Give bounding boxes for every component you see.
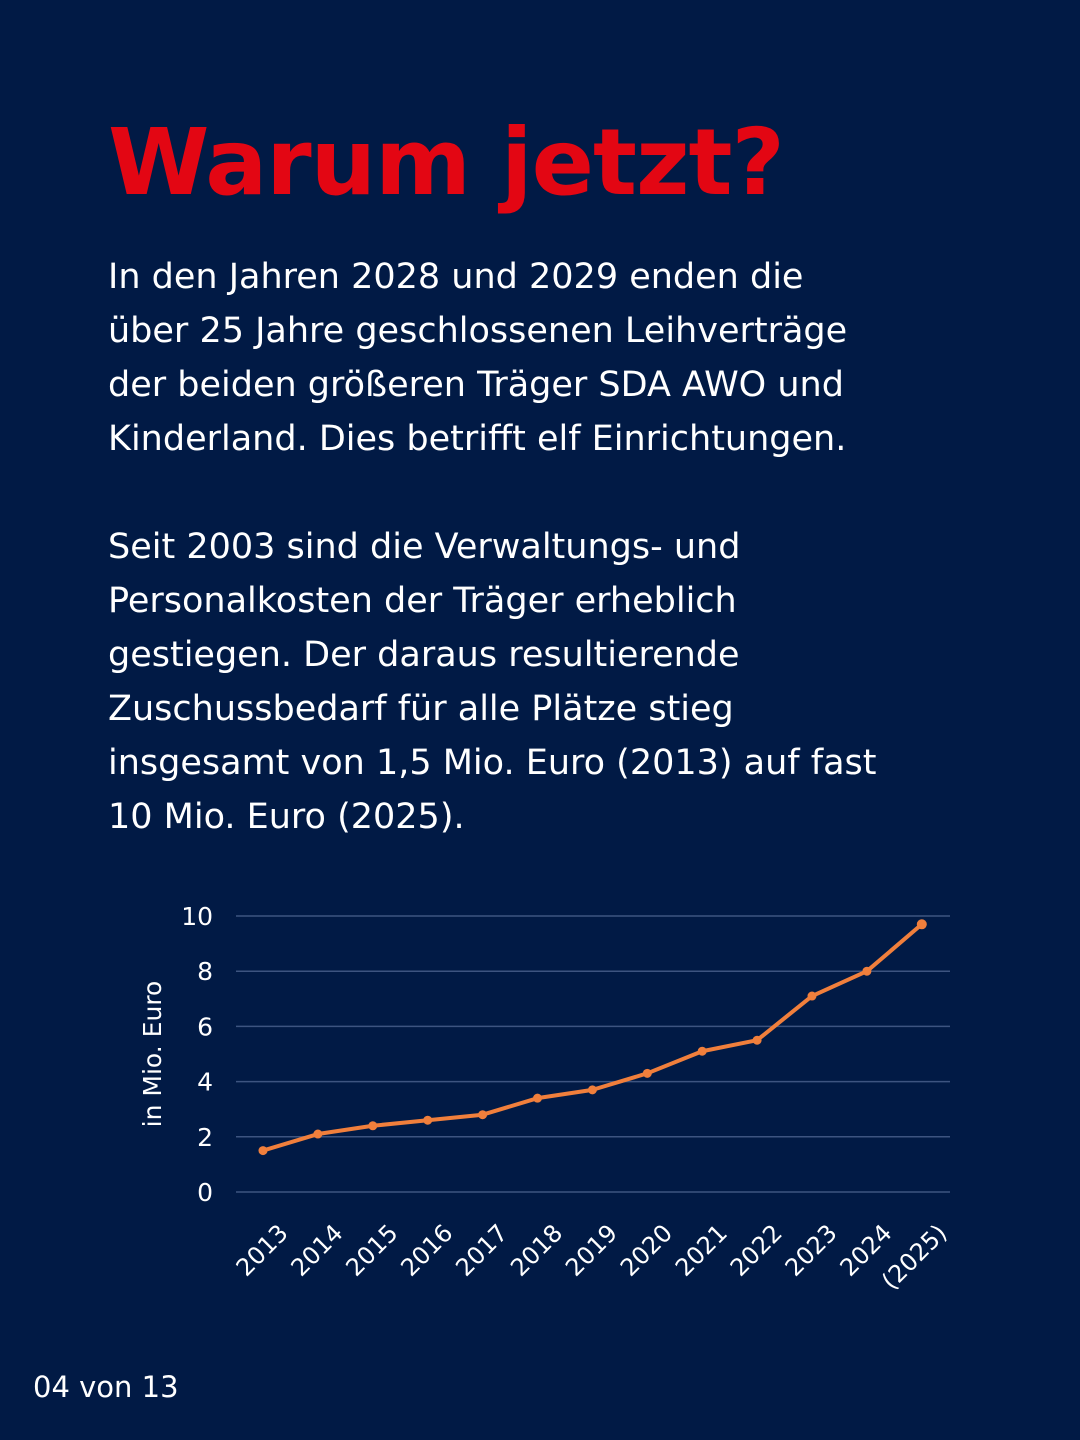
x-tick-label: 2014: [286, 1219, 349, 1282]
data-point: [478, 1110, 488, 1120]
paragraph-costs: Seit 2003 sind die Verwaltungs- und Pers…: [108, 520, 988, 844]
page-title: Warum jetzt?: [108, 109, 785, 216]
text-line: 10 Mio. Euro (2025).: [108, 797, 465, 837]
text-line: In den Jahren 2028 und 2029 enden die: [108, 257, 804, 297]
text-line: insgesamt von 1,5 Mio. Euro (2013) auf f…: [108, 743, 877, 783]
data-point: [916, 919, 927, 930]
y-tick-labels: 0 2 4 6 8 10: [181, 902, 213, 1207]
x-tick-label: 2018: [505, 1219, 568, 1282]
text-line: der beiden größeren Träger SDA AWO und: [108, 365, 844, 405]
x-tick-labels: 2013201420152016201720182019202020212022…: [231, 1219, 953, 1295]
gridlines: [236, 915, 950, 1193]
x-tick-label: 2020: [615, 1219, 678, 1282]
data-point: [368, 1121, 378, 1131]
paragraph-contracts: In den Jahren 2028 und 2029 enden die üb…: [108, 250, 988, 466]
data-point: [752, 1035, 762, 1045]
data-point: [258, 1146, 268, 1156]
data-point: [313, 1129, 323, 1139]
x-tick-label: 2016: [395, 1219, 458, 1282]
y-tick-label: 4: [197, 1068, 213, 1097]
x-tick-label: 2013: [231, 1219, 294, 1282]
text-line: Seit 2003 sind die Verwaltungs- und: [108, 527, 741, 567]
series-line: [262, 922, 924, 1153]
text-line: gestiegen. Der daraus resultierende: [108, 635, 740, 675]
data-point: [697, 1046, 707, 1056]
text-line: über 25 Jahre geschlossenen Leihverträge: [108, 311, 848, 351]
text-line: Zuschussbedarf für alle Plätze stieg: [108, 689, 734, 729]
y-tick-label: 6: [197, 1012, 213, 1041]
y-tick-label: 2: [197, 1123, 213, 1152]
text-line: Personalkosten der Träger erheblich: [108, 581, 737, 621]
x-tick-label: 2015: [340, 1219, 403, 1282]
page-counter: 04 von 13: [33, 1370, 179, 1404]
data-point: [807, 991, 817, 1001]
x-tick-label: 2021: [670, 1219, 733, 1282]
data-point: [587, 1085, 597, 1095]
y-tick-label: 8: [197, 957, 213, 986]
x-tick-label: 2022: [725, 1219, 788, 1282]
text-line: Kinderland. Dies betrifft elf Einrichtun…: [108, 419, 847, 459]
y-tick-label: 0: [197, 1178, 213, 1207]
data-point: [423, 1115, 433, 1125]
y-axis-label: in Mio. Euro: [138, 981, 167, 1128]
data-point: [862, 966, 872, 976]
y-tick-label: 10: [181, 902, 213, 931]
x-tick-label: 2023: [780, 1219, 843, 1282]
x-tick-label: 2017: [450, 1219, 513, 1282]
data-point: [642, 1068, 652, 1078]
data-point: [533, 1093, 542, 1103]
data-points: [258, 919, 927, 1156]
x-tick-label: 2019: [560, 1219, 623, 1282]
